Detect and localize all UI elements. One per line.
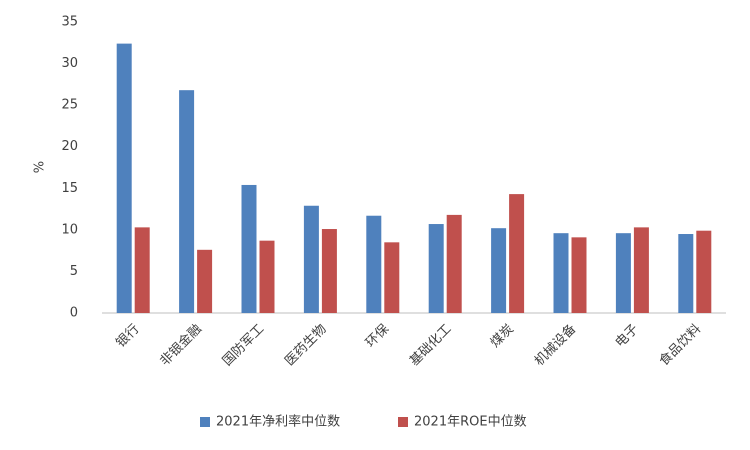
y-tick-label: 15 <box>61 181 78 196</box>
bar <box>571 237 587 313</box>
x-tick-label: 非银金融 <box>157 321 205 369</box>
bar <box>633 227 649 313</box>
x-tick-label: 基础化工 <box>407 322 454 369</box>
x-tick-label: 机械设备 <box>531 321 579 369</box>
bar <box>321 229 337 313</box>
y-tick-label: 35 <box>61 15 78 30</box>
y-tick-label: 10 <box>61 222 78 237</box>
legend-swatch <box>398 417 408 427</box>
bar <box>241 184 257 313</box>
bar <box>696 230 712 313</box>
bar <box>116 43 132 314</box>
bar <box>384 242 400 313</box>
bar <box>197 249 213 313</box>
y-tick-label: 5 <box>70 264 78 279</box>
x-tick-label: 煤炭 <box>488 322 517 351</box>
bar <box>553 233 569 313</box>
y-tick-label: 30 <box>61 56 78 71</box>
y-tick-label: 25 <box>61 98 78 113</box>
bar <box>446 214 462 313</box>
bar <box>678 234 694 313</box>
bar <box>366 215 382 313</box>
bar <box>428 224 444 313</box>
bar <box>491 228 507 313</box>
legend-label: 2021年ROE中位数 <box>414 415 527 430</box>
y-axis-label: % <box>33 161 48 173</box>
y-tick-label: 20 <box>61 139 78 154</box>
x-tick-label: 银行 <box>114 322 143 351</box>
bar <box>303 205 319 313</box>
legend-label: 2021年净利率中位数 <box>216 414 340 430</box>
legend-swatch <box>200 417 210 427</box>
x-tick-label: 电子 <box>613 322 642 351</box>
x-tick-label: 环保 <box>363 322 392 351</box>
bar <box>179 90 195 313</box>
bar <box>259 240 275 313</box>
x-tick-label: 国防军工 <box>219 321 267 369</box>
bar <box>615 233 631 313</box>
bar <box>134 227 150 313</box>
x-tick-label: 食品饮料 <box>656 321 704 369</box>
x-tick-label: 医药生物 <box>282 322 329 369</box>
bar <box>509 194 525 313</box>
y-tick-label: 0 <box>70 306 78 321</box>
